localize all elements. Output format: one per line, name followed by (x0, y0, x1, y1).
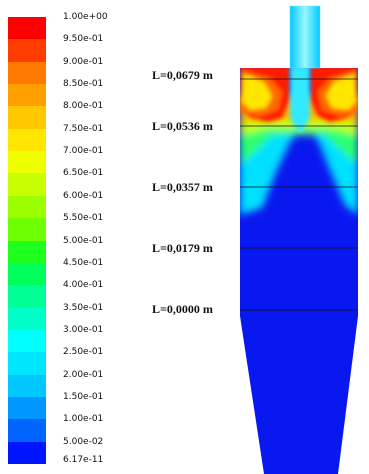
colorbar-segment (8, 84, 46, 107)
vortex-finder-tube (290, 6, 320, 68)
colorbar-tick-label: 2.50e-01 (63, 347, 104, 358)
colorbar-tick-label: 5.00e-02 (63, 436, 104, 447)
colorbar-segment (8, 39, 46, 63)
colorbar-segment (8, 441, 46, 465)
colorbar-tick-label: 9.50e-01 (63, 34, 104, 45)
colorbar-segment (8, 195, 46, 219)
colorbar-tick-label: 4.50e-01 (63, 257, 104, 268)
level-label-0179: L=0,0179 m (152, 241, 213, 255)
colorbar-segment (8, 240, 46, 264)
colorbar-tick-label: 9.00e-01 (63, 56, 104, 67)
level-label-0536: L=0,0536 m (152, 119, 213, 133)
colorbar-tick-label: 8.50e-01 (63, 79, 104, 90)
colorbar-segment (8, 285, 46, 309)
colorbar-segment (8, 352, 46, 376)
colorbar (8, 17, 46, 465)
colorbar-tick-label: 3.00e-01 (63, 324, 104, 335)
colorbar-segment (8, 374, 46, 398)
colorbar-segment (8, 307, 46, 331)
colorbar-segment (8, 61, 46, 85)
colorbar-tick-label: 8.00e-01 (63, 101, 104, 112)
colorbar-tick-label: 7.50e-01 (63, 123, 104, 134)
colorbar-segment (8, 106, 46, 130)
colorbar-segment (8, 128, 46, 152)
colorbar-segment (8, 329, 46, 353)
colorbar-segment (8, 218, 46, 241)
level-label-0357: L=0,0357 m (152, 180, 213, 194)
colorbar-tick-label: 6.17e-11 (63, 455, 104, 465)
level-label-0000: L=0,0000 m (152, 302, 213, 316)
colorbar-tick-label: 3.50e-01 (63, 302, 104, 313)
level-label-0679: L=0,0679 m (152, 68, 213, 82)
colorbar-tick-label: 2.00e-01 (63, 369, 104, 380)
colorbar-segment (8, 419, 46, 443)
colorbar-segment (8, 262, 46, 286)
colorbar-segment (8, 17, 46, 40)
colorbar-tick-label: 5.00e-01 (63, 235, 104, 246)
colorbar-tick-label: 1.50e-01 (63, 391, 104, 402)
colorbar-tick-label: 7.00e-01 (63, 146, 104, 157)
colorbar-tick-label: 6.50e-01 (63, 168, 104, 179)
colorbar-segment (8, 396, 46, 420)
colorbar-segment (8, 151, 46, 174)
colorbar-tick-label: 5.50e-01 (63, 213, 104, 224)
colorbar-tick-label: 1.00e+00 (63, 12, 108, 22)
colorbar-tick-label: 6.00e-01 (63, 190, 104, 201)
colorbar-segment (8, 173, 46, 197)
colorbar-tick-label: 4.00e-01 (63, 280, 104, 291)
cyclone-body (240, 68, 358, 474)
colorbar-tick-label: 1.00e-01 (63, 414, 104, 425)
